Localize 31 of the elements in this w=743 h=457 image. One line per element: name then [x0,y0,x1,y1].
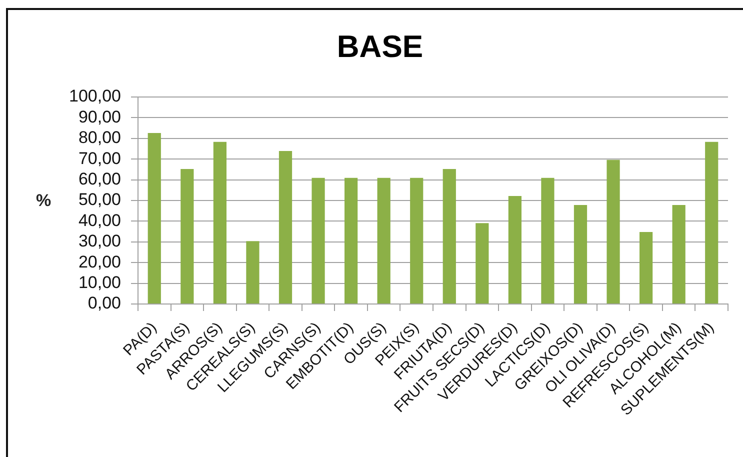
bar [410,178,424,304]
bar [640,232,653,304]
y-tick-label: 0,00 [88,294,121,313]
y-tick-label: 30,00 [78,232,121,251]
y-tick-label: 60,00 [78,169,121,188]
bar [344,178,358,304]
y-tick-label: 80,00 [78,128,121,148]
y-tick-label: 50,00 [78,190,121,210]
bar [312,178,325,304]
bar [672,205,686,304]
bar [442,169,456,304]
y-tick-label: 100,00 [69,86,121,106]
bar [574,205,588,304]
y-tick-label: 90,00 [78,107,121,126]
bar [278,151,292,304]
bar [705,142,718,304]
bar [148,133,161,304]
y-tick-label: 40,00 [78,210,121,230]
chart-title: BASE [336,29,424,65]
bar [180,169,194,304]
bar [213,142,226,304]
y-axis-title: % [36,191,52,211]
bar [476,223,489,304]
bar [541,178,554,304]
bar [246,241,260,304]
bar [377,178,390,304]
y-tick-label: 70,00 [78,148,121,168]
bar [508,196,522,304]
bar [606,160,620,304]
y-tick-label: 10,00 [78,272,121,292]
y-tick-label: 20,00 [78,252,121,272]
